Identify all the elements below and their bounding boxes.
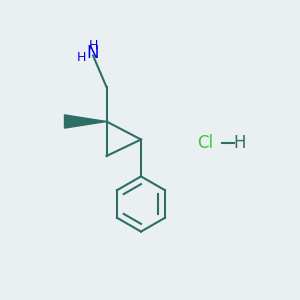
Text: H: H	[234, 134, 246, 152]
Text: N: N	[87, 44, 99, 62]
Text: H: H	[76, 50, 86, 64]
Text: Cl: Cl	[197, 134, 214, 152]
Polygon shape	[64, 115, 106, 128]
Text: H: H	[88, 39, 98, 52]
